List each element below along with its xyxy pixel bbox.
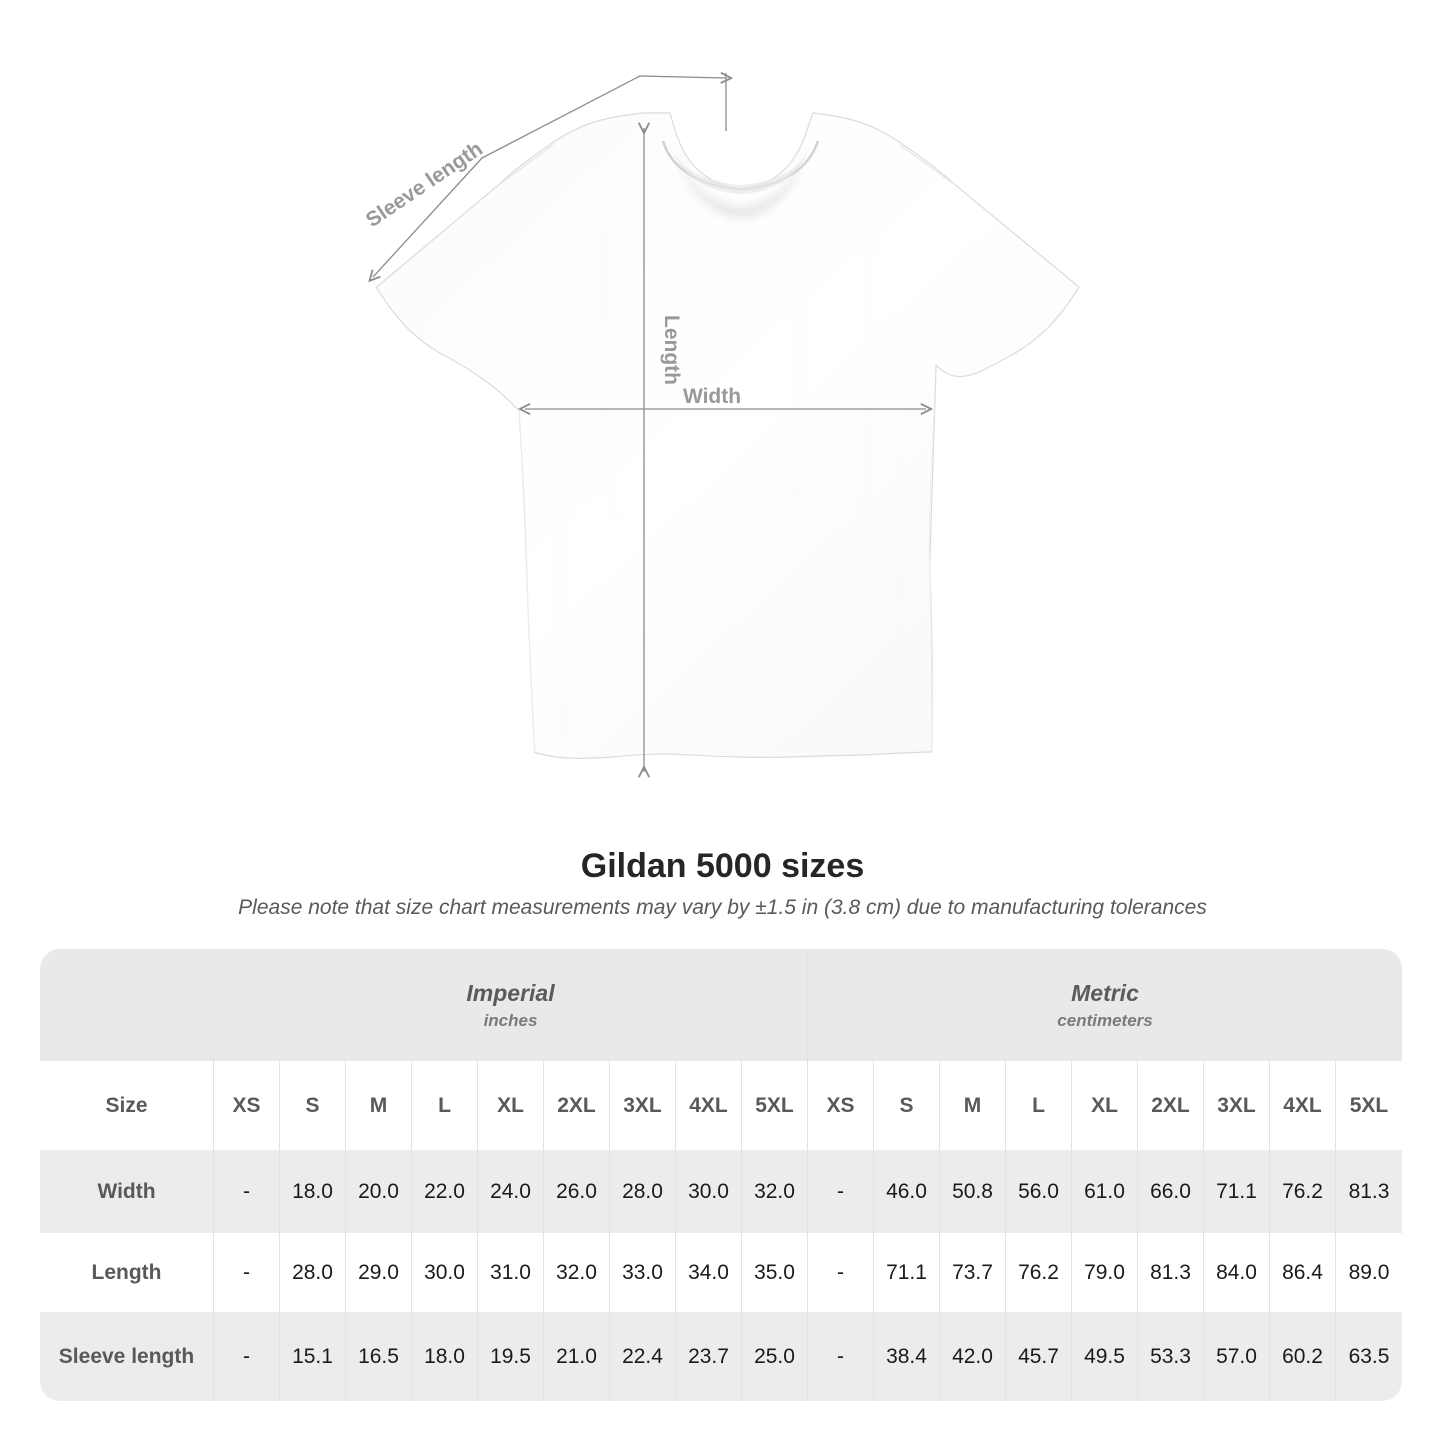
svg-text:Width: Width — [683, 385, 741, 408]
svg-text:Length: Length — [660, 315, 683, 385]
